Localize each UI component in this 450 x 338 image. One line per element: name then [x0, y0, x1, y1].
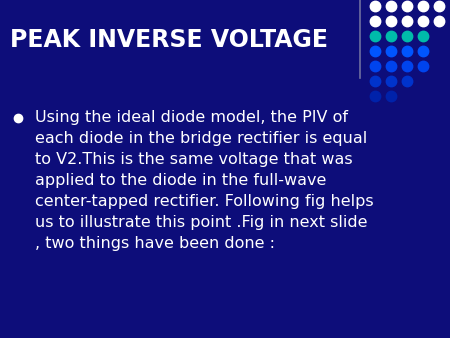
Text: PEAK INVERSE VOLTAGE: PEAK INVERSE VOLTAGE [10, 28, 328, 52]
Text: Using the ideal diode model, the PIV of
each diode in the bridge rectifier is eq: Using the ideal diode model, the PIV of … [35, 110, 374, 251]
